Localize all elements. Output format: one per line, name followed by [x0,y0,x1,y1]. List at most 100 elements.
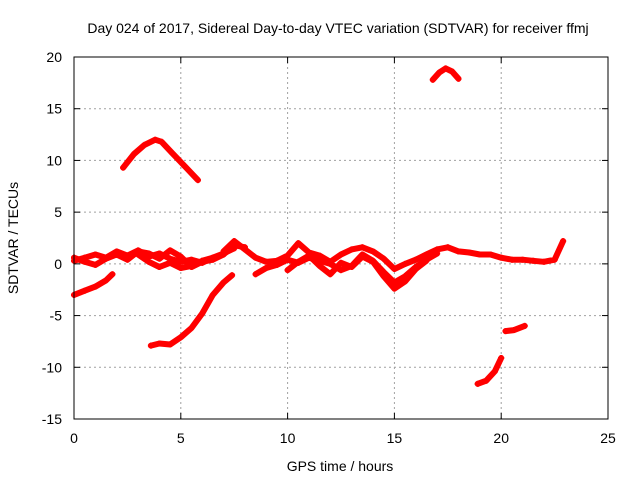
data-point [466,249,473,256]
data-point [109,271,116,278]
data-point [295,258,302,265]
data-point [220,279,227,286]
data-point [305,252,312,259]
data-point [491,368,498,375]
y-tick-label: -5 [50,308,63,324]
data-point [177,334,184,341]
data-point [338,267,344,274]
data-point [81,287,88,294]
data-point [429,76,436,83]
data-point [370,258,377,265]
series-line [120,136,201,184]
data-point [231,238,238,245]
data-point [124,256,131,263]
plot-frame [73,56,609,420]
data-point [295,240,302,247]
data-point [158,138,165,145]
data-point [156,255,163,262]
data-point [436,69,443,76]
y-tick-label: 20 [46,49,62,65]
x-tick-label: 5 [177,430,185,446]
data-point [455,75,462,82]
data-point [103,255,110,262]
series-line [71,271,116,298]
data-series [71,65,567,387]
data-point [135,251,142,258]
data-point [167,247,174,254]
data-point [483,377,490,384]
data-point [92,261,99,268]
series-line [284,252,430,292]
data-point [241,246,248,253]
data-point [182,163,189,170]
data-point [199,257,206,264]
data-point [444,244,451,251]
data-point [338,251,344,258]
x-tick-label: 25 [600,430,616,446]
data-point [169,150,176,157]
data-point [540,258,547,265]
data-point [316,262,323,269]
data-point [502,328,509,335]
x-tick-label: 15 [387,430,403,446]
data-point [476,251,483,258]
data-point [81,258,88,265]
series-line [147,272,236,349]
chart-title: Day 024 of 2017, Sidereal Day-to-day VTE… [87,20,588,36]
data-point [560,238,567,245]
y-tick-label: -10 [42,359,62,375]
data-point [188,262,195,269]
data-point [455,248,462,255]
data-point [442,65,449,72]
series-arc-11 [474,354,505,387]
data-point [402,260,409,267]
y-tick-label: 0 [54,256,62,272]
data-point [359,253,366,260]
data-point [327,260,334,267]
grid-lines [74,57,608,419]
data-point [120,164,127,171]
y-axis-label: SDTVAR / TECUs [5,182,21,294]
data-point [423,257,430,264]
axis-ticks: 0 5 10 15 20 25 -15 -10 -5 0 5 10 15 20 [42,49,616,446]
data-point [92,283,99,290]
data-point [284,256,291,263]
data-point [511,327,518,334]
data-point [199,310,206,317]
data-point [380,273,387,280]
data-point [449,68,456,75]
data-point [338,259,344,266]
data-point [498,354,505,361]
data-point [327,271,334,278]
data-point [229,272,236,279]
data-point [474,380,481,387]
data-point [348,246,355,253]
data-point [521,322,528,329]
data-point [103,277,110,284]
series-arc-9 [120,136,201,184]
data-point [188,324,195,331]
data-point [92,251,99,258]
x-tick-label: 20 [493,430,509,446]
data-point [380,255,387,262]
data-point [145,250,152,257]
data-point [359,244,366,251]
x-tick-label: 10 [280,430,296,446]
series-arc-7 [71,271,116,298]
data-point [113,251,120,258]
y-tick-label: 15 [46,101,62,117]
data-point [145,258,152,265]
data-point [177,253,184,260]
data-point [177,264,184,271]
data-point [487,251,494,258]
data-point [252,254,259,261]
data-point [167,341,174,348]
data-point [284,267,291,274]
data-point [194,177,201,184]
data-point [434,250,441,257]
data-point [167,259,174,266]
data-point [188,256,195,263]
data-point [141,141,148,148]
series-line [474,355,505,387]
